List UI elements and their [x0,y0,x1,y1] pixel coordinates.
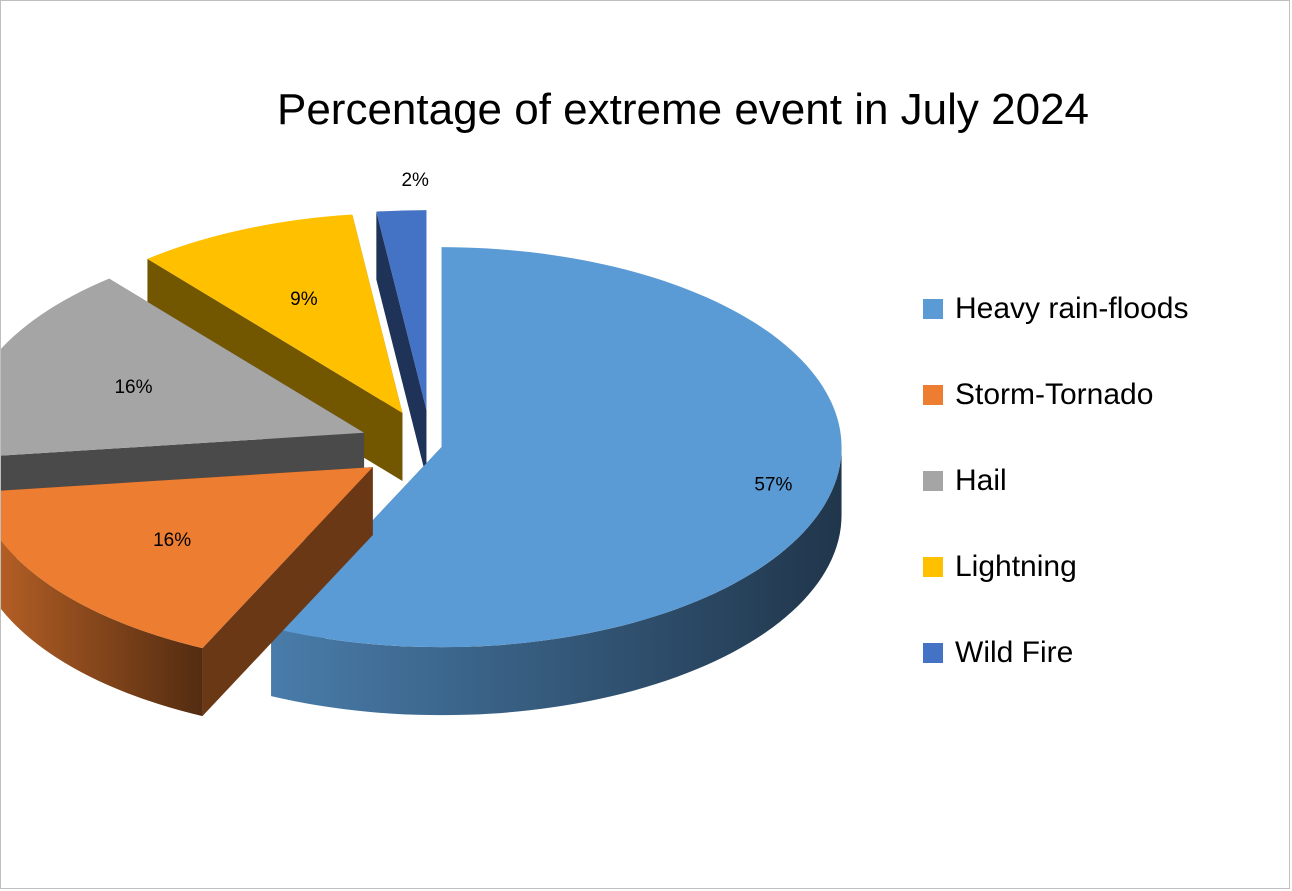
legend-label: Lightning [955,550,1077,583]
data-label-lightning: 9% [290,289,318,310]
legend-label: Storm-Tornado [955,378,1154,411]
legend-swatch [923,643,943,663]
legend-item-hail: Hail [923,438,1263,524]
legend-label: Hail [955,464,1007,497]
legend-swatch [923,385,943,405]
legend: Heavy rain-floods Storm-Tornado Hail Lightn… [923,266,1263,696]
slice-wall [376,211,427,479]
pie-slice-heavy-rain-floods [271,247,842,716]
data-label-heavy-rain-floods: 57% [754,474,792,495]
legend-item-storm-tornado: Storm-Tornado [923,352,1263,438]
legend-swatch [923,557,943,577]
legend-swatch [923,471,943,491]
legend-item-heavy-rain-floods: Heavy rain-floods [923,266,1263,352]
data-label-wild-fire: 2% [401,170,429,191]
slice-top [1,467,373,649]
pie-slice-wild-fire [376,210,427,479]
pie-slice-storm-tornado [1,467,373,717]
chart-title: Percentage of extreme event in July 2024 [276,85,1090,134]
slice-rim [271,447,842,716]
legend-label: Wild Fire [955,636,1074,669]
legend-item-wild-fire: Wild Fire [923,610,1263,696]
legend-swatch [923,299,943,319]
data-label-storm-tornado: 16% [153,530,191,551]
legend-label: Heavy rain-floods [955,292,1189,325]
data-label-hail: 16% [114,377,152,398]
slice-top [271,247,842,648]
slice-top [1,278,365,456]
slice-top [376,210,427,411]
slice-rim [1,540,203,717]
legend-item-lightning: Lightning [923,524,1263,610]
slice-top [147,214,403,413]
